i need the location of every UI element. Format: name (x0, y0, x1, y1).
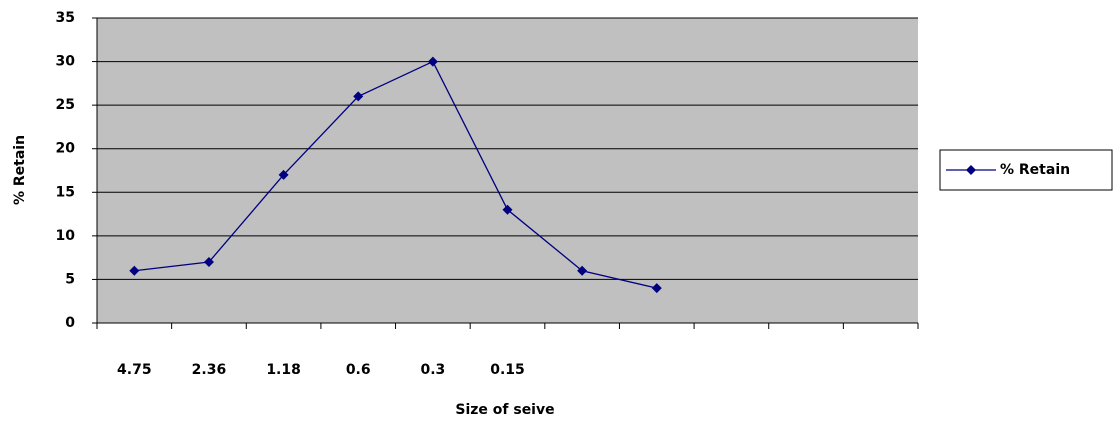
marker (502, 204, 513, 215)
x-tick-label: 0.15 (490, 362, 525, 378)
x-axis-label: Size of seive (455, 402, 554, 418)
x-tick-label: 0.6 (346, 362, 371, 378)
x-tick-label: 1.18 (266, 362, 301, 378)
legend-marker (966, 165, 976, 175)
x-tick-label: 2.36 (192, 362, 227, 378)
y-tick-label: 30 (56, 54, 76, 70)
marker (203, 257, 214, 267)
y-tick-label: 10 (56, 228, 76, 244)
marker (353, 91, 364, 102)
y-tick-label: 5 (65, 271, 75, 287)
marker (129, 265, 140, 276)
marker (427, 56, 438, 67)
y-tick-label: 0 (65, 315, 75, 331)
y-axis-label: % Retain (12, 135, 28, 205)
y-tick-label: 20 (56, 141, 76, 157)
y-tick-label: 15 (56, 184, 75, 200)
y-tick-label: 25 (56, 97, 75, 113)
plot-area (97, 18, 918, 323)
legend-label: % Retain (1000, 162, 1070, 178)
series-line (134, 60, 657, 289)
marker (278, 169, 289, 180)
y-tick-label: 35 (56, 10, 75, 26)
marker (651, 283, 662, 294)
x-tick-label: 4.75 (117, 362, 152, 378)
x-tick-label: 0.3 (420, 362, 445, 378)
marker (577, 265, 588, 276)
